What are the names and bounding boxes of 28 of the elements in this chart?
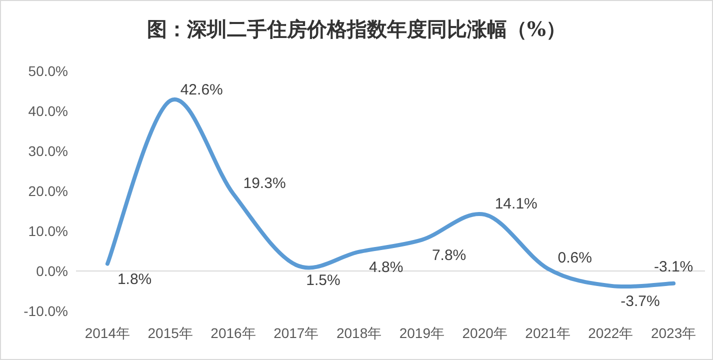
x-tick-label: 2015年	[148, 325, 193, 341]
y-tick-label: 20.0%	[28, 183, 68, 199]
data-label: 19.3%	[243, 174, 286, 192]
data-label: 7.8%	[432, 246, 466, 264]
data-label: 1.5%	[306, 272, 340, 289]
y-tick-label: -10.0%	[24, 303, 68, 319]
data-label: 0.6%	[558, 250, 592, 267]
y-tick-label: 0.0%	[36, 263, 68, 279]
y-tick-label: 30.0%	[28, 143, 68, 159]
data-label: 4.8%	[369, 258, 404, 276]
data-label: -3.1%	[654, 258, 694, 276]
chart-title: 图：深圳二手住房价格指数年度同比涨幅（%）	[146, 17, 566, 41]
x-tick-label: 2023年	[650, 325, 696, 341]
x-tick-label: 2022年	[588, 325, 634, 341]
x-tick-label: 2019年	[399, 325, 445, 341]
data-label: 14.1%	[494, 196, 538, 213]
x-tick-label: 2018年	[336, 325, 382, 341]
y-tick-label: 40.0%	[28, 103, 68, 119]
data-label: 42.6%	[180, 82, 223, 99]
data-label: 1.8%	[117, 270, 152, 288]
x-tick-label: 2020年	[462, 325, 508, 341]
y-tick-label: 50.0%	[28, 63, 68, 79]
x-tick-label: 2016年	[210, 325, 256, 341]
x-tick-label: 2017年	[274, 325, 319, 341]
x-tick-label: 2021年	[525, 325, 570, 341]
x-tick-label: 2014年	[84, 325, 130, 341]
y-tick-label: 10.0%	[28, 223, 68, 239]
data-label: -3.7%	[620, 292, 660, 310]
